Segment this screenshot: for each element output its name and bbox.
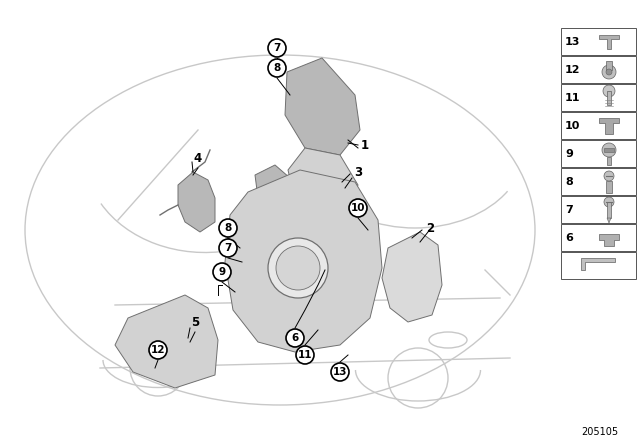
Bar [561,168,636,195]
Bar [561,56,636,83]
Circle shape [349,199,367,217]
Circle shape [602,143,616,157]
Text: 7: 7 [224,243,232,253]
Text: 6: 6 [291,333,299,343]
Text: 11: 11 [298,350,312,360]
Circle shape [268,238,328,298]
Text: 5: 5 [191,315,199,328]
Bar [561,28,636,55]
Text: 4: 4 [194,151,202,164]
Polygon shape [599,118,619,134]
Polygon shape [599,234,619,246]
Polygon shape [288,148,358,220]
Bar [561,196,636,223]
Text: 2: 2 [426,221,434,234]
Text: 8: 8 [225,223,232,233]
Text: 10: 10 [351,203,365,213]
Text: 8: 8 [273,63,280,73]
Circle shape [149,341,167,359]
Bar [606,181,612,193]
Text: 13: 13 [565,37,580,47]
Bar [607,91,611,105]
Polygon shape [115,295,218,388]
Circle shape [213,263,231,281]
Circle shape [604,197,614,207]
Polygon shape [581,258,615,270]
Bar [561,112,636,139]
Text: 205105: 205105 [581,427,619,437]
Polygon shape [255,165,295,208]
Circle shape [286,329,304,347]
Text: 9: 9 [218,267,225,277]
Polygon shape [285,58,360,155]
Text: 7: 7 [565,205,573,215]
Bar [606,61,612,70]
Text: 7: 7 [273,43,281,53]
Polygon shape [599,35,619,49]
Bar [607,202,611,218]
Bar [561,224,636,251]
Text: 11: 11 [565,93,580,103]
Bar [607,157,611,165]
Circle shape [219,239,237,257]
Circle shape [296,346,314,364]
Text: 8: 8 [565,177,573,187]
Circle shape [219,219,237,237]
Circle shape [606,69,612,75]
Text: 9: 9 [565,149,573,159]
Circle shape [268,59,286,77]
Text: 12: 12 [151,345,165,355]
Bar [561,252,636,279]
Text: 6: 6 [565,233,573,243]
Text: 10: 10 [565,121,580,131]
Bar [561,84,636,111]
Circle shape [604,171,614,181]
Circle shape [276,246,320,290]
Circle shape [602,65,616,79]
Polygon shape [382,232,442,322]
Text: 3: 3 [354,165,362,178]
Circle shape [603,85,615,97]
Circle shape [331,363,349,381]
Text: 13: 13 [333,367,348,377]
Polygon shape [178,172,215,232]
Circle shape [268,39,286,57]
Bar [561,140,636,167]
Text: 1: 1 [361,138,369,151]
Bar [604,148,614,152]
Polygon shape [225,170,382,352]
Text: 12: 12 [565,65,580,75]
Polygon shape [607,218,611,223]
